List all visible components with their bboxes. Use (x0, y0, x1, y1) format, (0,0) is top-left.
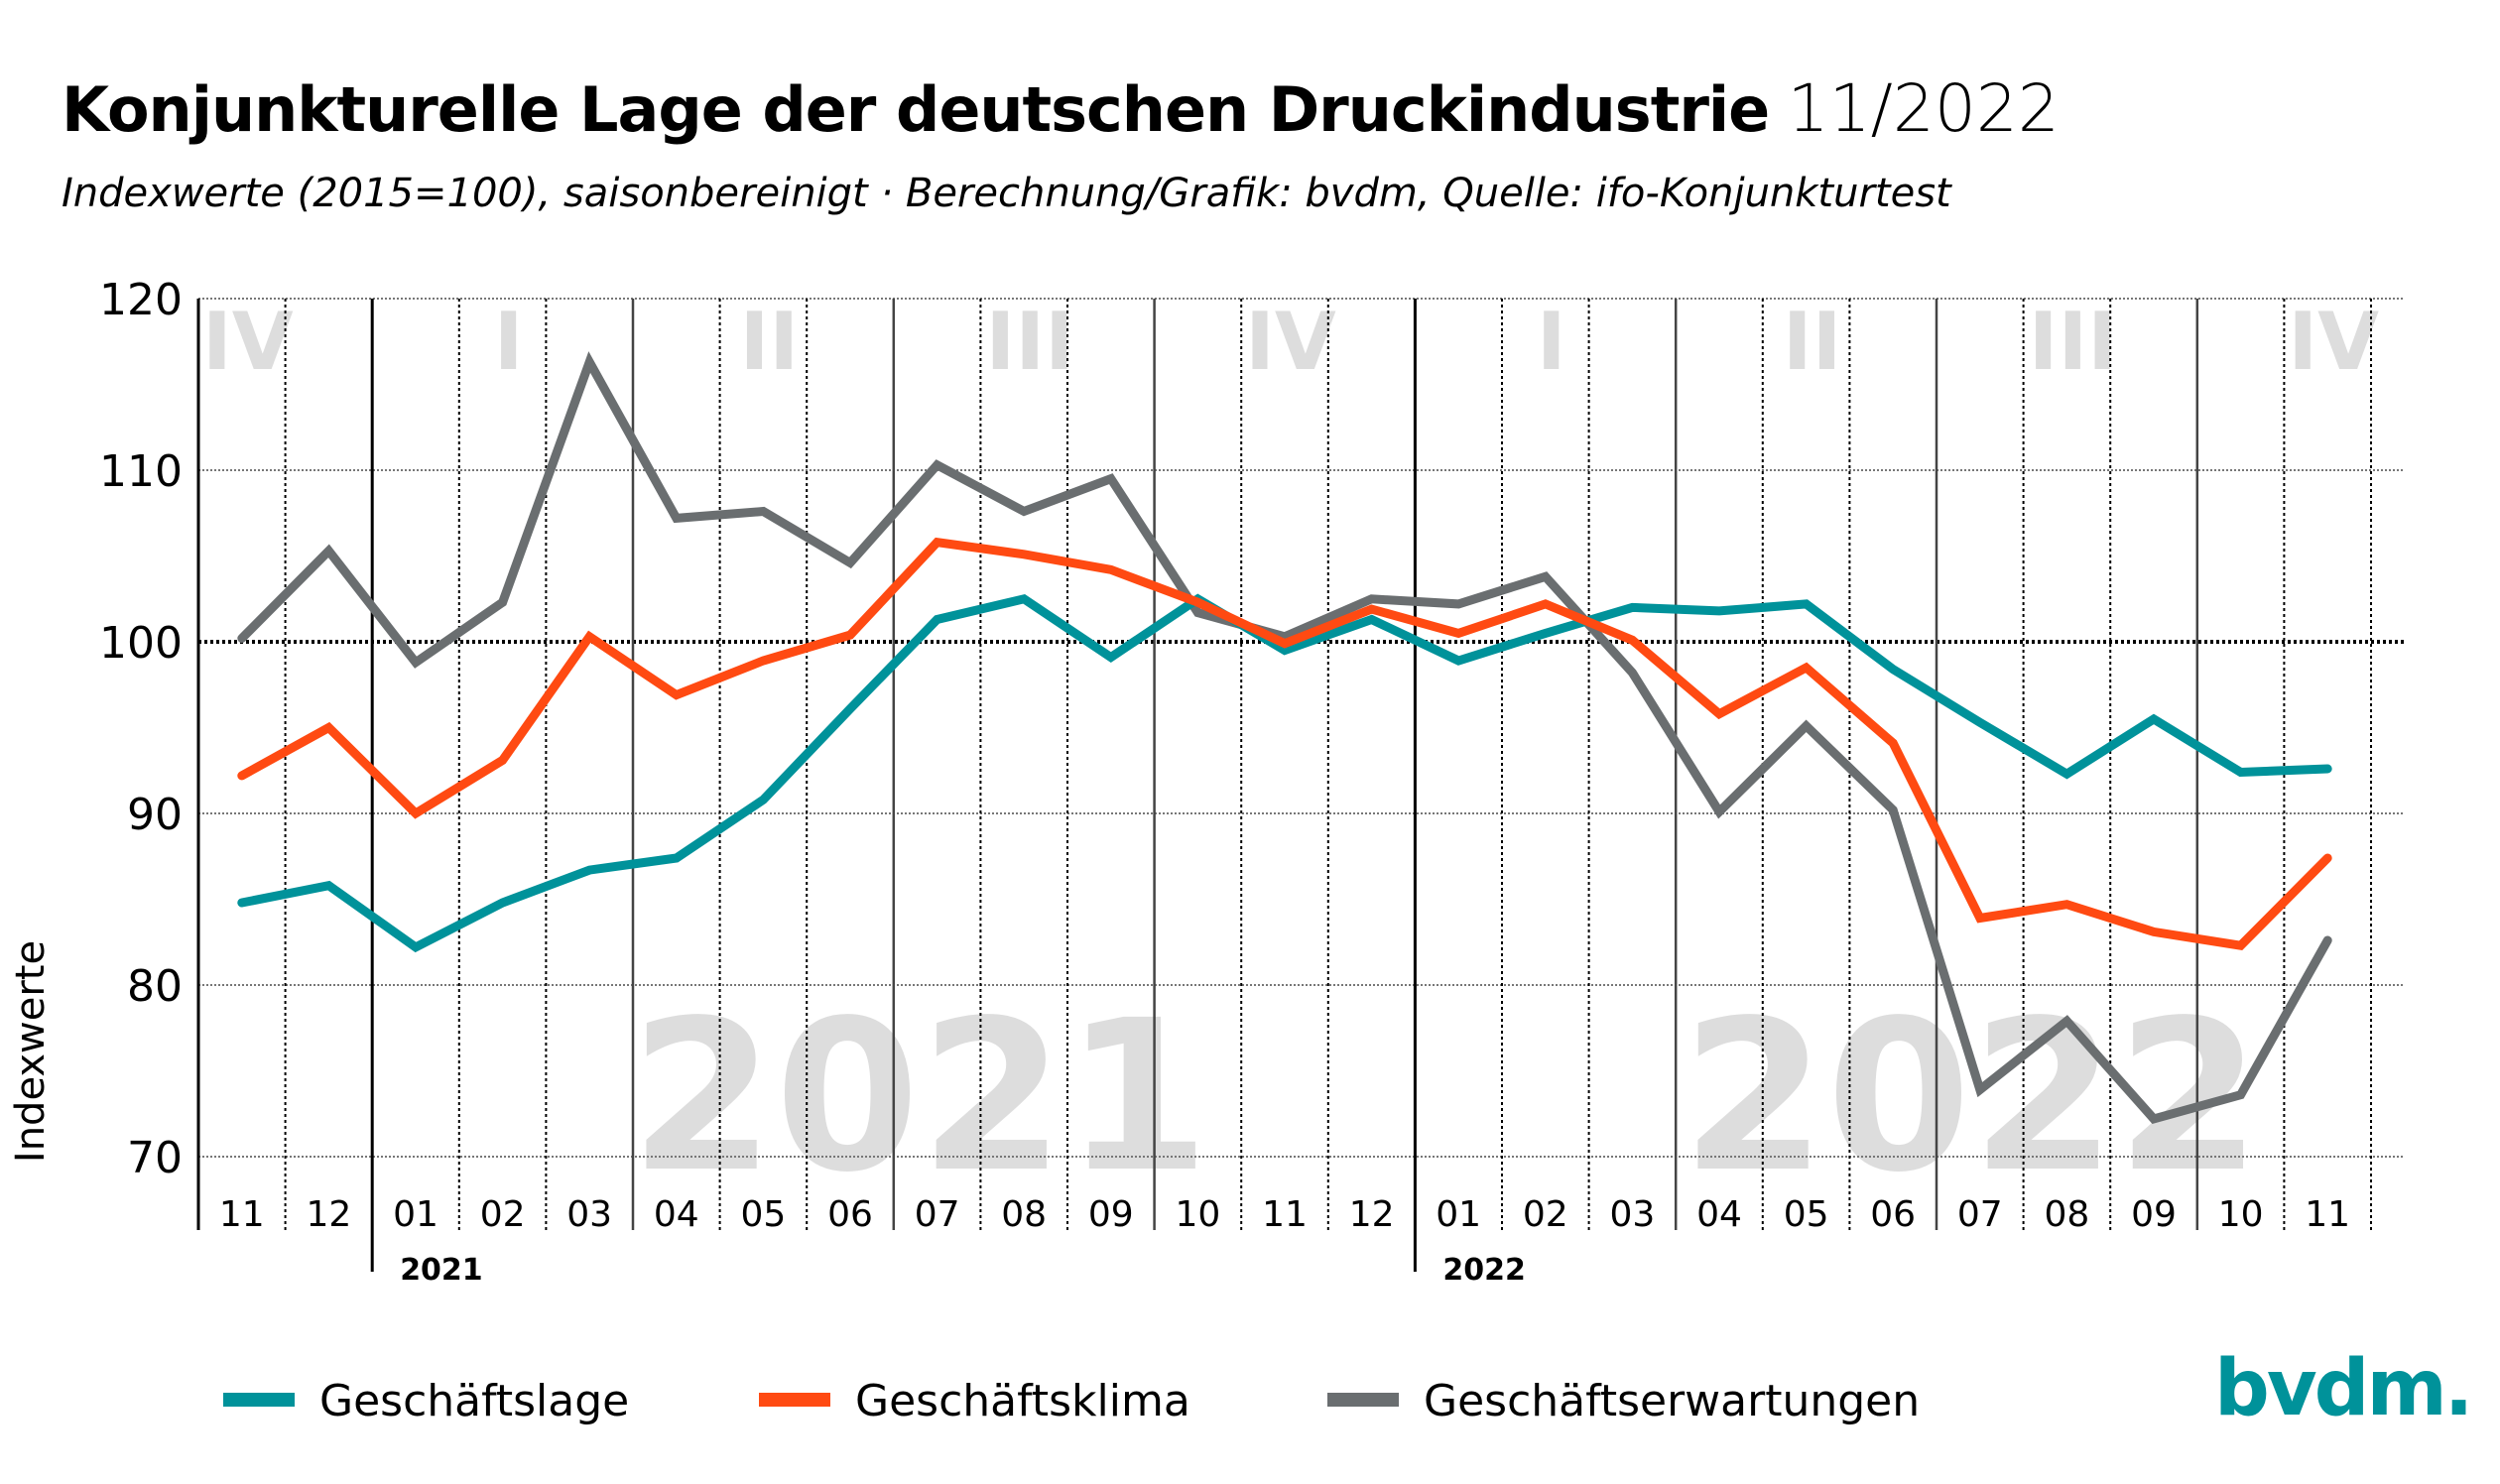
chart-title: Konjunkturelle Lage der deutschen Drucki… (62, 70, 2060, 147)
x-tick-label: 10 (2218, 1194, 2264, 1235)
year-label: 2021 (400, 1253, 483, 1288)
year-label: 2022 (1442, 1253, 1526, 1288)
y-tick-label: 90 (127, 790, 183, 840)
legend-label: Geschäftslage (319, 1376, 629, 1426)
x-tick-label: 01 (393, 1194, 438, 1235)
y-tick-label: 70 (127, 1133, 183, 1183)
x-tick-label: 03 (566, 1194, 612, 1235)
x-tick-label: 06 (827, 1194, 873, 1235)
x-tick-label: 12 (306, 1194, 351, 1235)
x-tick-label: 01 (1436, 1194, 1481, 1235)
y-axis-label: Indexwerte (8, 940, 54, 1163)
legend-item: Geschäftsklima (759, 1376, 1190, 1426)
x-tick-label: 06 (1870, 1194, 1916, 1235)
series-line-geschäftslage (237, 593, 2332, 953)
quarter-label: IV (2288, 296, 2379, 388)
axes: 11 12 01 02 03 04 05 06 07 08 09 10 11 12 01 02 03 04 05 06… (196, 299, 2350, 1288)
x-tick-label: 05 (1784, 1194, 1829, 1235)
y-tick-label: 80 (127, 961, 183, 1012)
x-tick-label: 07 (1957, 1194, 2003, 1235)
year-watermark: 2021 (630, 975, 1209, 1218)
x-tick-label: 12 (1349, 1194, 1395, 1235)
x-tick-label: 09 (1088, 1194, 1134, 1235)
series-line-geschäftserwartungen (237, 351, 2332, 1124)
x-tick-label: 08 (1001, 1194, 1047, 1235)
y-tick-label: 100 (99, 618, 183, 669)
legend-swatch (759, 1393, 830, 1407)
quarter-label: I (494, 296, 524, 388)
y-tick-label: 110 (99, 446, 183, 497)
quarter-label: III (2029, 296, 2117, 388)
quarter-label: II (740, 296, 800, 388)
legend-item: Geschäftslage (223, 1376, 629, 1426)
x-tick-label: 07 (915, 1194, 960, 1235)
quarter-label: III (986, 296, 1074, 388)
series-line-geschäftsklima (237, 537, 2332, 951)
x-tick-label: 04 (654, 1194, 699, 1235)
legend-label: Geschäftserwartungen (1424, 1376, 1920, 1426)
x-tick-label: 05 (740, 1194, 786, 1235)
year-watermark: 2022 (1682, 975, 2261, 1218)
y-tick-label: 120 (99, 275, 183, 325)
x-tick-label: 08 (2044, 1194, 2089, 1235)
x-tick-label: 09 (2131, 1194, 2177, 1235)
quarter-label: II (1783, 296, 1842, 388)
x-tick-label: 02 (480, 1194, 526, 1235)
x-tick-label: 02 (1523, 1194, 1568, 1235)
x-tick-label: 03 (1609, 1194, 1655, 1235)
legend-item: Geschäftserwartungen (1327, 1376, 1920, 1426)
bvdm-logo: bvdm. (2214, 1344, 2470, 1433)
legend-swatch (1327, 1393, 1399, 1407)
legend: Geschäftslage Geschäftsklima Geschäftserwa… (223, 1376, 1920, 1426)
x-tick-label: 11 (2305, 1194, 2350, 1235)
quarter-label: IV (1245, 296, 1336, 388)
quarter-labels: IV I II III IV I II III IV (202, 296, 2379, 388)
series-lines (237, 351, 2332, 1124)
year-watermarks: 2021 2022 (630, 975, 2261, 1218)
x-tick-label: 11 (219, 1194, 265, 1235)
x-tick-label: 11 (1262, 1194, 1308, 1235)
chart-title-date: 11/2022 (1788, 70, 2060, 147)
legend-swatch (223, 1393, 295, 1407)
quarter-label: I (1537, 296, 1566, 388)
x-tick-label: 04 (1696, 1194, 1742, 1235)
chart-subtitle: Indexwerte (2015=100), saisonbereinigt ·… (62, 171, 1952, 216)
quarter-label: IV (202, 296, 294, 388)
x-tick-label: 10 (1175, 1194, 1220, 1235)
legend-label: Geschäftsklima (855, 1376, 1190, 1426)
chart-title-main: Konjunkturelle Lage der deutschen Drucki… (62, 73, 1769, 146)
